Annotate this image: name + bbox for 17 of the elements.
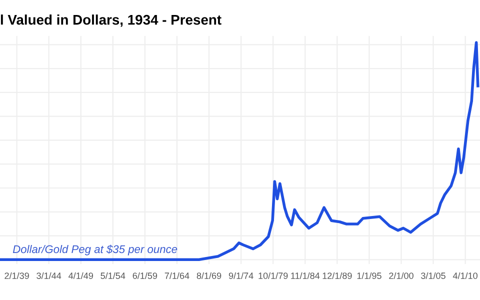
x-tick-label: 4/1/10 [452, 272, 478, 279]
x-tick-label: 7/1/64 [164, 272, 190, 279]
x-tick-label: 8/1/69 [196, 272, 222, 279]
x-tick-label: 4/1/49 [68, 272, 93, 279]
x-tick-label: 5/1/54 [100, 272, 126, 279]
x-tick-label: 3/1/05 [421, 272, 446, 279]
x-tick-label: 1/1/95 [357, 272, 382, 279]
x-tick-label: 2/1/00 [389, 272, 414, 279]
x-tick-label: 2/1/39 [4, 272, 29, 279]
x-tick-label: 10/1/79 [258, 272, 288, 279]
x-tick-label: 6/1/59 [132, 272, 158, 279]
x-tick-label: 3/1/44 [36, 272, 62, 279]
x-tick-label: 11/1/84 [291, 272, 320, 279]
x-tick-label: 9/1/74 [228, 272, 254, 279]
x-tick-label: 12/1/89 [322, 272, 352, 279]
chart-title: l Valued in Dollars, 1934 - Present [0, 14, 222, 27]
annotation: Dollar/Gold Peg at $35 per ounce [12, 244, 178, 256]
